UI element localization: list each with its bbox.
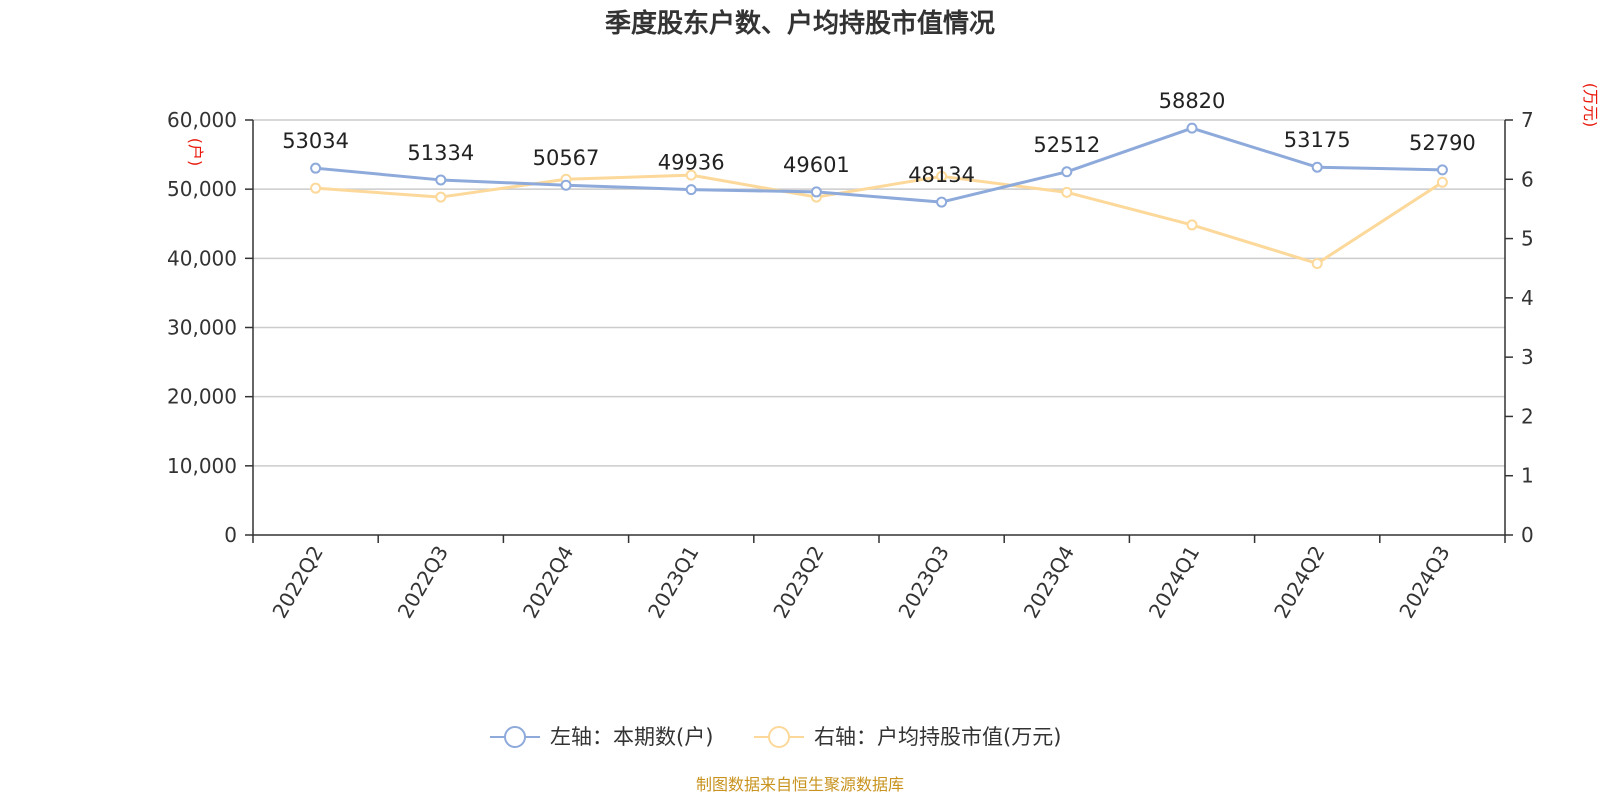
chart-title: 季度股东户数、户均持股市值情况	[605, 8, 995, 39]
left-tick-label: 0	[224, 523, 237, 547]
right-tick-label: 6	[1521, 167, 1534, 191]
x-tick-label: 2023Q1	[643, 542, 703, 623]
grid-lines	[253, 119, 1505, 467]
data-label: 52790	[1409, 131, 1476, 155]
left-tick-label: 60,000	[167, 108, 237, 132]
right-tick-label: 7	[1521, 108, 1534, 132]
legend-item-left-series[interactable]: 左轴：本期数(户)	[490, 725, 713, 749]
data-point-left	[810, 186, 822, 198]
data-point-left	[310, 162, 322, 174]
left-tick-label: 50,000	[167, 177, 237, 201]
series-lines	[315, 126, 1444, 265]
series-line-right	[315, 173, 1444, 265]
left-tick-label: 30,000	[167, 316, 237, 340]
data-label: 51334	[407, 141, 474, 165]
series-line-left	[315, 126, 1443, 204]
data-point-left	[1436, 164, 1448, 176]
x-tick-label: 2024Q2	[1269, 542, 1329, 623]
legend-circle-icon	[768, 726, 790, 748]
data-point-left	[685, 184, 697, 196]
data-point-right	[310, 182, 322, 194]
data-label: 49936	[658, 151, 725, 175]
data-label: 53175	[1284, 128, 1351, 152]
data-point-left	[1311, 161, 1323, 173]
legend-circle-icon	[504, 726, 526, 748]
data-point-right	[1311, 257, 1323, 269]
right-axis-unit: (万元)	[1581, 83, 1600, 128]
left-tick-label: 20,000	[167, 385, 237, 409]
right-tick-label: 5	[1521, 227, 1534, 251]
data-point-left	[1061, 166, 1073, 178]
series-points	[310, 122, 1448, 269]
x-axis-ticks: 2022Q2 2022Q3 2022Q4 2023Q1 2023Q2 2023Q3 2023…	[252, 535, 1506, 623]
left-tick-label: 10,000	[167, 454, 237, 478]
right-tick-label: 2	[1521, 404, 1534, 428]
left-axis-unit: (户)	[186, 138, 205, 167]
data-point-right	[685, 169, 697, 181]
right-axis-ticks: 0 1 2 3 4 5 6 7	[1505, 108, 1534, 547]
data-label: 58820	[1159, 89, 1226, 113]
data-label: 53034	[282, 129, 349, 153]
legend-label-right-series: 右轴：户均持股市值(万元)	[814, 725, 1061, 749]
data-point-left	[936, 196, 948, 208]
x-tick-label: 2024Q3	[1394, 542, 1454, 623]
data-label: 52512	[1033, 133, 1100, 157]
data-labels: 53034 51334 50567 49936 49601 48134 52512 58820…	[282, 89, 1476, 187]
data-point-left	[435, 174, 447, 186]
data-point-right	[936, 170, 948, 182]
data-label: 48134	[908, 163, 975, 187]
data-label: 50567	[533, 146, 600, 170]
data-point-right	[1186, 219, 1198, 231]
x-tick-label: 2023Q4	[1019, 542, 1079, 623]
right-tick-label: 1	[1521, 464, 1534, 488]
x-tick-label: 2024Q1	[1144, 542, 1204, 623]
data-point-right	[435, 191, 447, 203]
x-tick-label: 2023Q2	[768, 542, 828, 623]
data-point-left	[560, 179, 572, 191]
data-point-right	[1061, 186, 1073, 198]
data-point-left	[1186, 122, 1198, 134]
left-tick-label: 40,000	[167, 246, 237, 270]
right-tick-label: 3	[1521, 345, 1534, 369]
right-tick-label: 4	[1521, 286, 1534, 310]
legend: 左轴：本期数(户) 右轴：户均持股市值(万元)	[490, 725, 1061, 749]
x-tick-label: 2022Q4	[518, 542, 578, 623]
data-label: 49601	[783, 153, 850, 177]
legend-label-left-series: 左轴：本期数(户)	[550, 725, 713, 749]
x-tick-label: 2022Q2	[267, 542, 327, 623]
data-point-right	[1436, 176, 1448, 188]
left-axis-ticks: 0 10,000 20,000 30,000 40,000 50,000 60,000	[167, 108, 253, 547]
data-source-note: 制图数据来自恒生聚源数据库	[696, 775, 904, 794]
right-tick-label: 0	[1521, 523, 1534, 547]
x-tick-label: 2023Q3	[893, 542, 953, 623]
legend-item-right-series[interactable]: 右轴：户均持股市值(万元)	[754, 725, 1061, 749]
x-tick-label: 2022Q3	[393, 542, 453, 623]
